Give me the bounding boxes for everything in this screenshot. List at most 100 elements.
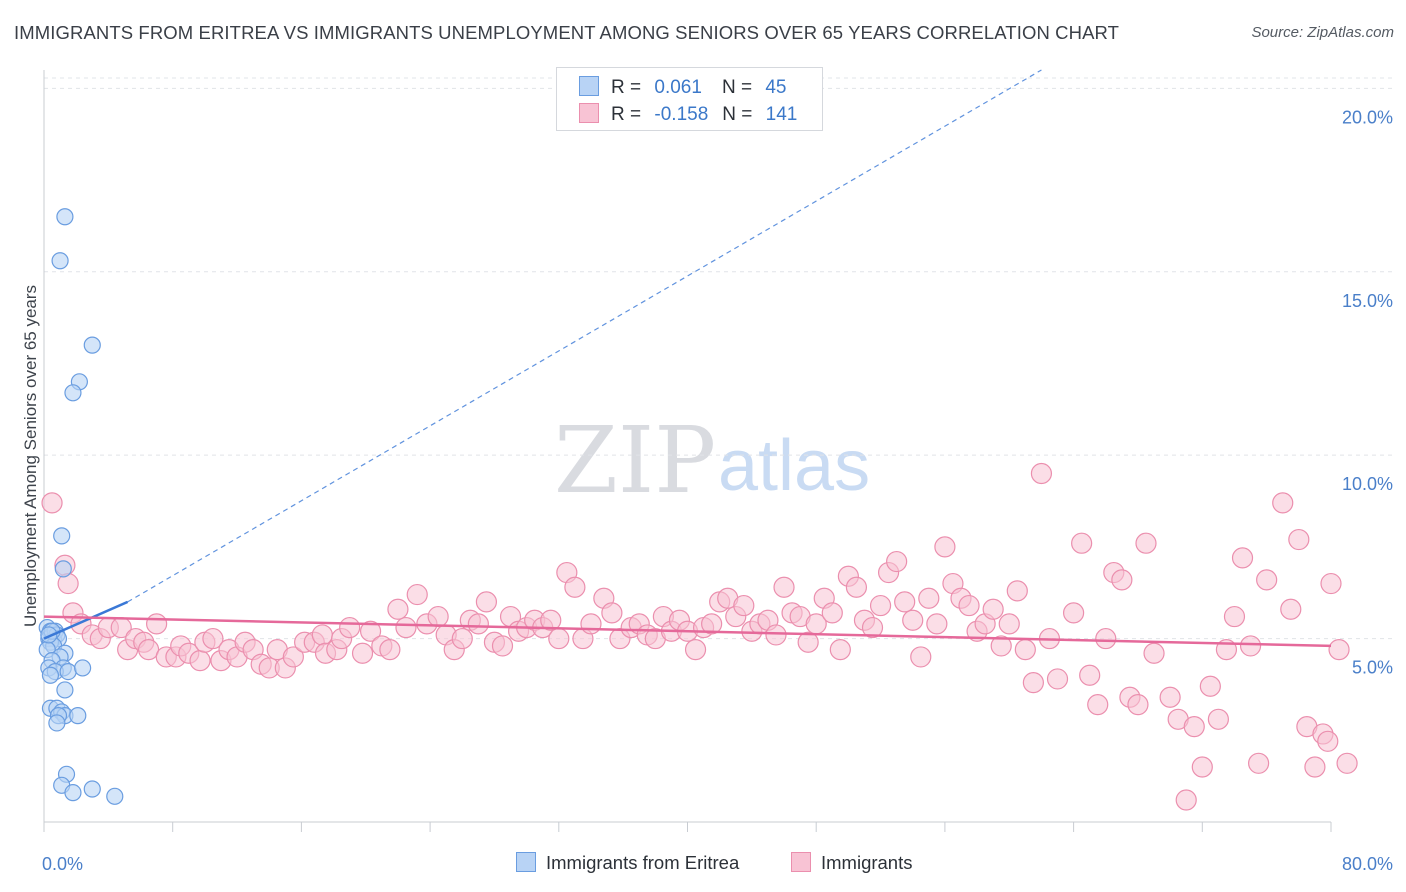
immigrants-point [339, 616, 361, 639]
y-tick-label: 5.0% [1352, 658, 1393, 678]
legend-label-eritrea: Immigrants from Eritrea [546, 852, 740, 873]
eritrea-point [54, 560, 72, 578]
immigrants-point [1143, 642, 1165, 664]
eritrea-point [48, 714, 66, 732]
immigrants-point [902, 609, 924, 631]
watermark-zip: ZIP [554, 407, 716, 514]
immigrants-point [1231, 547, 1254, 569]
immigrants-point [1199, 675, 1221, 697]
watermark-atlas: atlas [718, 426, 870, 506]
eritrea-point [41, 666, 60, 684]
legend-item-immigrants: Immigrants [791, 852, 913, 874]
eritrea-point [106, 787, 124, 805]
eritrea-points [38, 208, 124, 805]
immigrants-point [359, 620, 382, 642]
immigrants-point [1111, 569, 1133, 591]
immigrants-point [821, 602, 843, 624]
immigrants-point [1159, 686, 1181, 708]
immigrants-point [1095, 627, 1117, 650]
immigrants-point [1239, 635, 1262, 657]
immigrants-point [701, 613, 723, 635]
immigrants-point [395, 616, 417, 639]
eritrea-point [69, 707, 87, 725]
immigrants-point [934, 536, 956, 558]
immigrants-point [1288, 528, 1310, 551]
eritrea-point [64, 784, 82, 802]
legend-row-immigrants: R = -0.158 N = 141 [579, 103, 797, 127]
immigrants-point [1280, 598, 1302, 620]
immigrants-point [1135, 532, 1157, 554]
immigrants-point [1175, 789, 1197, 811]
immigrants-point [910, 646, 932, 668]
eritrea-point [64, 384, 82, 402]
immigrants-point [406, 583, 428, 606]
immigrants-point [998, 613, 1020, 635]
immigrants-point [1022, 672, 1044, 694]
legend-n-value: 141 [765, 104, 798, 125]
immigrants-point [540, 609, 562, 631]
immigrants-point [387, 598, 409, 620]
immigrants-point [475, 591, 498, 613]
immigrants-point [773, 576, 795, 598]
immigrants-point [1223, 605, 1246, 628]
legend-label-immigrants: Immigrants [821, 852, 913, 873]
legend-n-value: 45 [765, 77, 787, 98]
y-axis-label: Unemployment Among Seniors over 65 years [21, 285, 40, 627]
legend-r-label: R = [611, 77, 642, 98]
legend-correlation: R = 0.061 N = 45 R = -0.158 N = 141 [556, 67, 823, 131]
immigrants-points [41, 462, 1358, 811]
immigrants-point [1030, 462, 1053, 485]
immigrants-point [733, 594, 755, 617]
immigrants-point [1127, 694, 1149, 716]
immigrants-point [467, 613, 489, 635]
immigrants-point [427, 605, 449, 628]
chart-title: IMMIGRANTS FROM ERITREA VS IMMIGRANTS UN… [14, 22, 1120, 43]
immigrants-point [829, 638, 851, 661]
eritrea-point [74, 659, 92, 677]
eritrea-point [56, 681, 74, 699]
immigrants-point [1062, 602, 1085, 624]
immigrants-point [765, 624, 787, 646]
immigrants-point [990, 635, 1012, 657]
legend-swatch-blue [516, 852, 536, 872]
immigrants-point [1071, 532, 1093, 554]
immigrants-point [1191, 756, 1213, 778]
x-tick-label: 0.0% [42, 854, 83, 874]
immigrants-point [580, 613, 602, 635]
immigrants-trend-line [43, 615, 1332, 648]
immigrants-point [1336, 752, 1358, 774]
eritrea-trend-extension [127, 69, 1042, 603]
legend-n-label: N = [722, 104, 753, 125]
immigrants-point [918, 587, 940, 609]
legend-series: Immigrants from Eritrea Immigrants [0, 852, 1406, 878]
eritrea-point [83, 336, 101, 354]
legend-row-eritrea: R = 0.061 N = 45 [579, 76, 786, 100]
eritrea-point [56, 208, 74, 226]
immigrants-point [894, 591, 916, 613]
immigrants-point [491, 635, 514, 657]
immigrants-point [1248, 752, 1270, 774]
tick-labels: 5.0% 10.0% 15.0% 20.0% 0.0% 80.0% [42, 107, 1393, 874]
immigrants-point [1087, 694, 1109, 716]
immigrants-point [1046, 668, 1069, 690]
immigrants-point [797, 631, 819, 653]
immigrants-point [548, 627, 570, 650]
y-tick-label: 20.0% [1342, 107, 1393, 127]
immigrants-point [564, 576, 586, 598]
immigrants-point [982, 598, 1004, 620]
immigrants-point [1320, 572, 1342, 595]
legend-swatch-pink [579, 103, 599, 123]
eritrea-point [51, 252, 69, 270]
immigrants-point [202, 627, 224, 650]
immigrants-point [861, 616, 884, 639]
trend-lines [43, 69, 1332, 648]
immigrants-point [869, 594, 892, 617]
grid-lines [44, 77, 1394, 640]
immigrants-point [451, 627, 473, 650]
immigrants-point [137, 638, 160, 661]
legend-n-label: N = [721, 77, 753, 98]
watermark: ZIP atlas [554, 407, 870, 514]
immigrants-point [1317, 730, 1339, 752]
axes [43, 70, 1332, 832]
